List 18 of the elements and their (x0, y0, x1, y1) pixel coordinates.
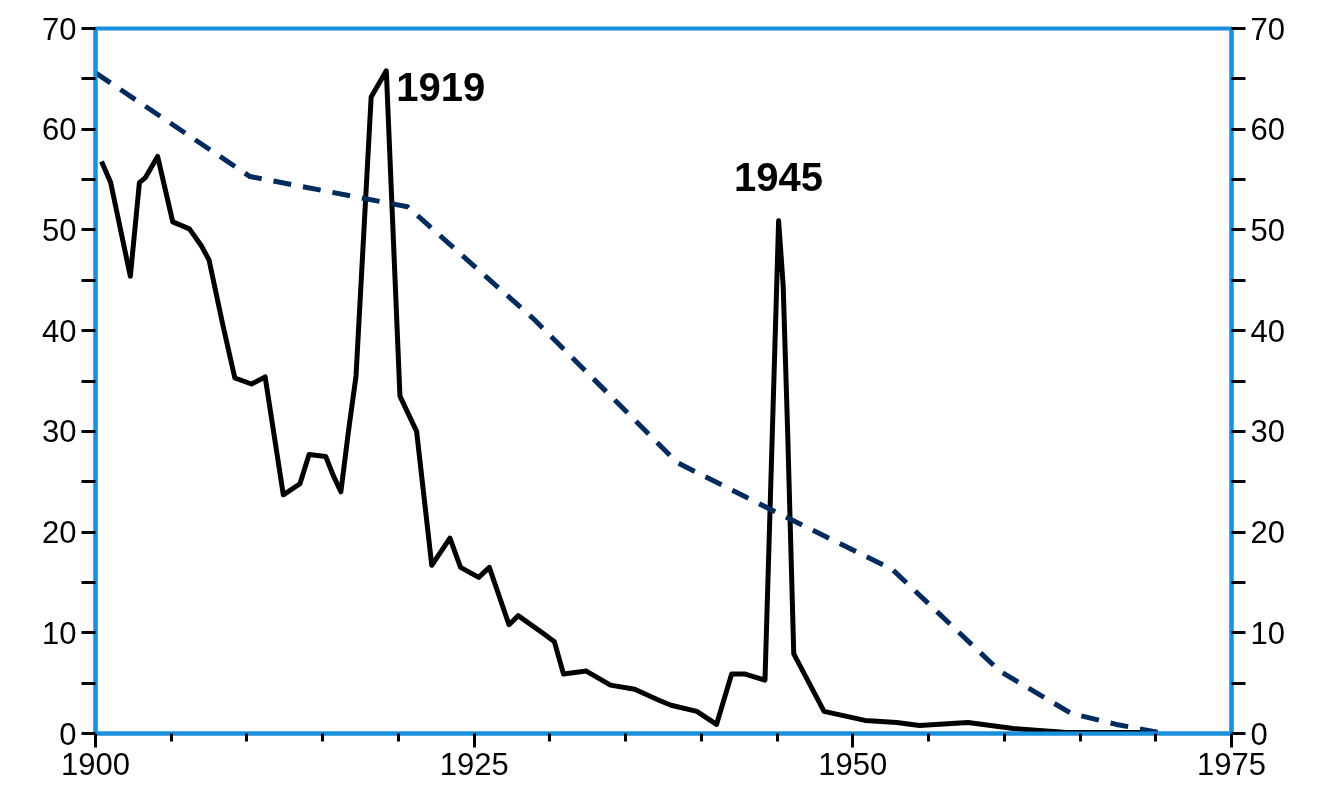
y-tick-label: 10 (42, 615, 77, 651)
y2-tick-label: 70 (1250, 11, 1285, 47)
y-tick-label: 70 (42, 11, 77, 47)
y-tick-label: 20 (42, 515, 77, 551)
y-tick-label: 40 (42, 313, 77, 349)
annotation: 1945 (734, 154, 824, 199)
y2-tick-label: 40 (1250, 313, 1285, 349)
y2-tick-label: 10 (1250, 615, 1285, 651)
y2-tick-label: 20 (1250, 515, 1285, 551)
y2-tick-label: 50 (1250, 212, 1285, 248)
y-tick-label: 60 (42, 112, 77, 148)
y2-tick-label: 30 (1250, 414, 1285, 450)
x-tick-label: 1950 (818, 746, 888, 782)
y-tick-label: 50 (42, 212, 77, 248)
y2-tick-label: 60 (1250, 112, 1285, 148)
x-tick-label: 1925 (439, 746, 509, 782)
y-tick-label: 30 (42, 414, 77, 450)
annotation: 1919 (396, 64, 486, 109)
